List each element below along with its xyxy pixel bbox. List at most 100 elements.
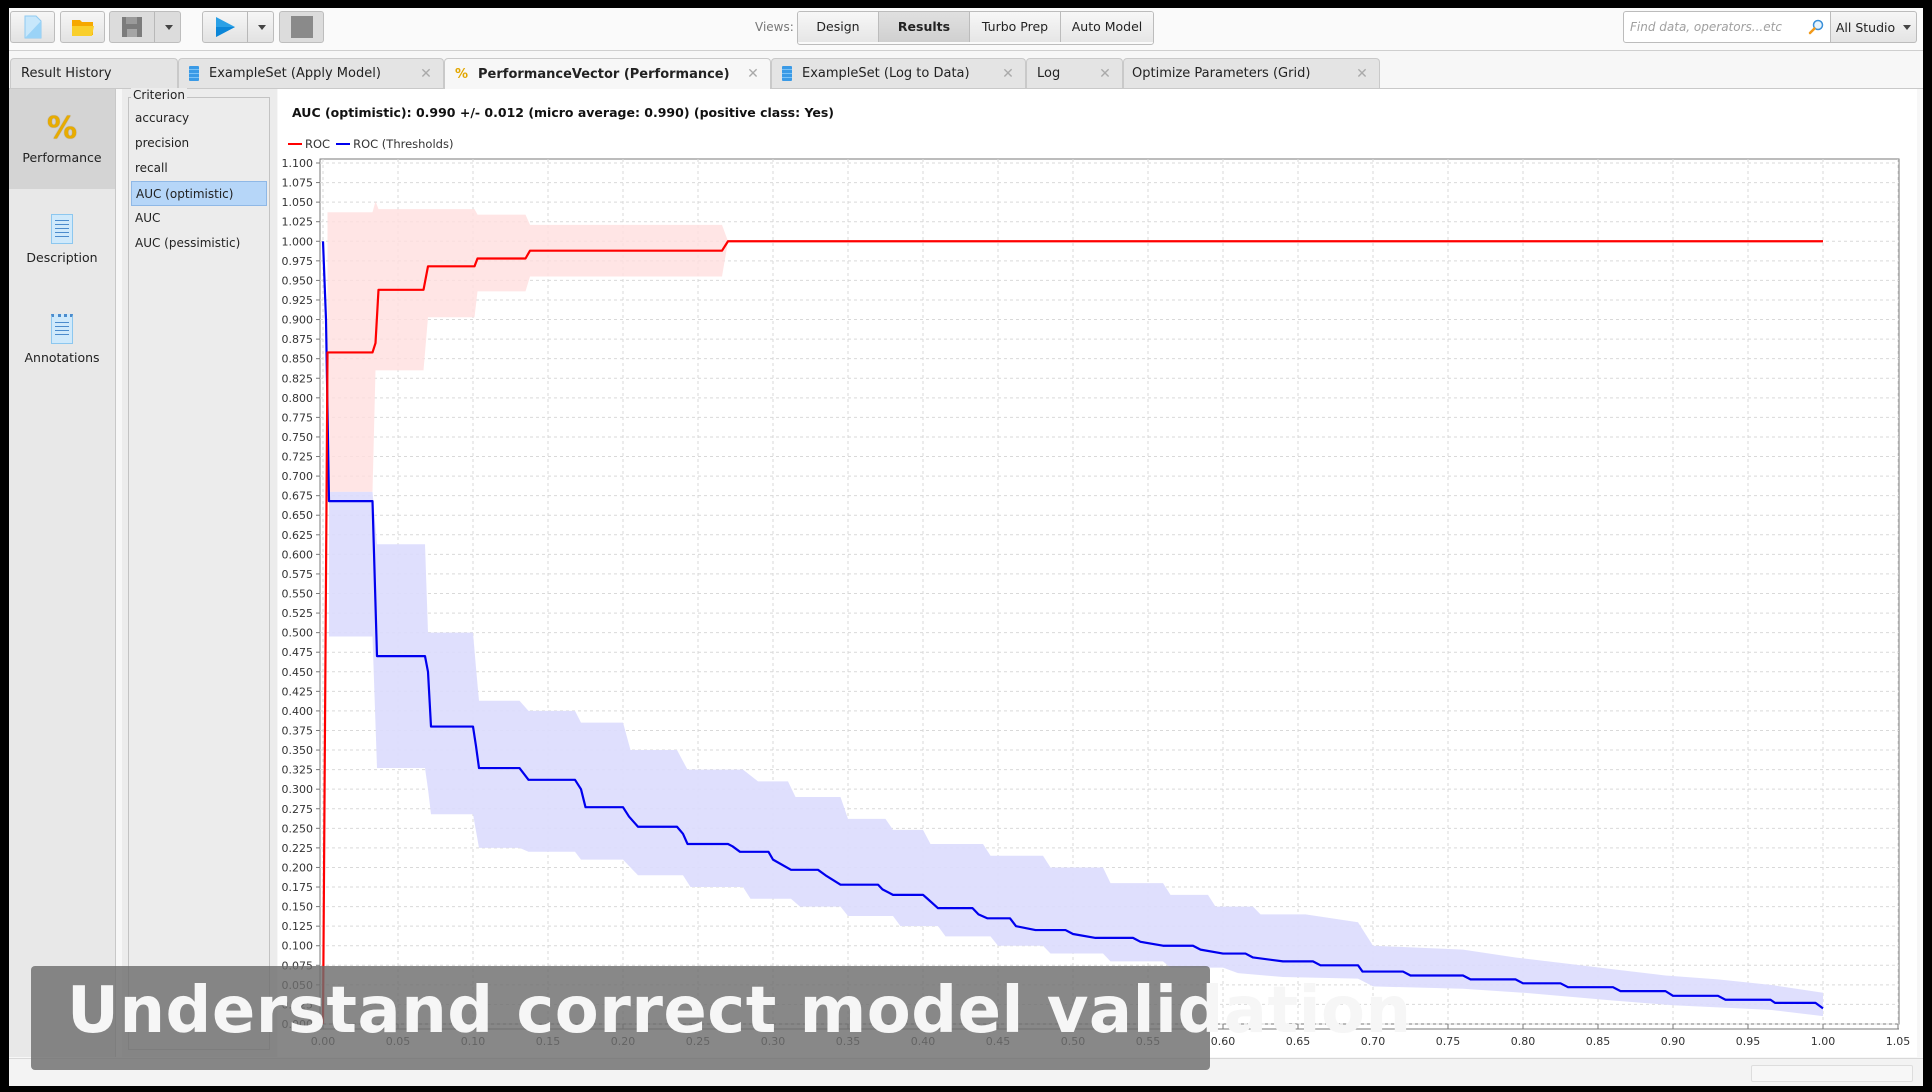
svg-text:0.650: 0.650	[282, 509, 314, 522]
svg-text:0.925: 0.925	[282, 294, 314, 307]
search-scope-dropdown[interactable]: All Studio	[1831, 11, 1917, 43]
svg-text:0.675: 0.675	[282, 490, 314, 503]
svg-text:1.05: 1.05	[1886, 1035, 1911, 1048]
legend-swatch-roc	[288, 143, 302, 145]
svg-text:0.475: 0.475	[282, 646, 314, 659]
views-switcher: Design Results Turbo Prep Auto Model	[797, 11, 1154, 45]
legend-label-roc: ROC	[305, 137, 331, 151]
nav-description[interactable]: Description	[9, 189, 115, 289]
caption-text: Understand correct model validation	[67, 974, 1412, 1048]
svg-text:0.85: 0.85	[1586, 1035, 1611, 1048]
tab-optimize-parameters[interactable]: Optimize Parameters (Grid) ✕	[1123, 58, 1380, 88]
chart-title: AUC (optimistic): 0.990 +/- 0.012 (micro…	[292, 105, 834, 120]
nav-annotations[interactable]: Annotations	[9, 289, 115, 389]
svg-text:0.70: 0.70	[1361, 1035, 1386, 1048]
search-scope-label: All Studio	[1835, 19, 1896, 35]
svg-text:0.250: 0.250	[282, 822, 314, 835]
tab-exampleset-log-to-data[interactable]: ExampleSet (Log to Data) ✕	[771, 58, 1026, 88]
global-search	[1623, 11, 1831, 43]
legend-label-thresholds: ROC (Thresholds)	[353, 137, 454, 151]
save-process-button[interactable]	[109, 11, 181, 43]
notepad-icon	[51, 313, 73, 344]
view-turbo-prep-button[interactable]: Turbo Prep	[970, 12, 1061, 42]
criterion-item-precision[interactable]: precision	[135, 136, 190, 150]
new-file-icon	[24, 15, 41, 39]
criterion-legend: Criterion	[131, 88, 187, 102]
result-tabs: Result History ExampleSet (Apply Model) …	[9, 58, 1923, 89]
close-icon[interactable]: ✕	[1002, 65, 1014, 82]
result-view-nav: % Performance Description Annotations	[9, 89, 116, 1057]
tab-label: ExampleSet (Apply Model)	[209, 66, 381, 81]
svg-text:0.275: 0.275	[282, 803, 314, 816]
status-progress	[1751, 1065, 1913, 1082]
tab-performancevector[interactable]: % PerformanceVector (Performance) ✕	[444, 58, 771, 89]
close-icon[interactable]: ✕	[1356, 65, 1368, 82]
close-icon[interactable]: ✕	[420, 65, 432, 82]
view-results-button[interactable]: Results	[879, 12, 970, 42]
svg-text:0.60: 0.60	[1211, 1035, 1236, 1048]
tab-result-history[interactable]: Result History	[10, 58, 178, 88]
tab-log[interactable]: Log ✕	[1026, 58, 1123, 88]
view-auto-model-button[interactable]: Auto Model	[1061, 12, 1153, 42]
tab-label: Result History	[21, 66, 112, 81]
criterion-item-auc[interactable]: AUC	[135, 211, 161, 225]
svg-text:0.150: 0.150	[282, 901, 314, 914]
chevron-down-icon[interactable]	[165, 25, 173, 30]
svg-text:0.700: 0.700	[282, 470, 314, 483]
svg-text:0.175: 0.175	[282, 881, 314, 894]
svg-text:0.950: 0.950	[282, 274, 314, 287]
svg-text:0.525: 0.525	[282, 607, 314, 620]
svg-text:0.400: 0.400	[282, 705, 314, 718]
dataset-icon	[189, 66, 199, 81]
svg-text:0.450: 0.450	[282, 666, 314, 679]
new-process-button[interactable]	[10, 11, 55, 43]
svg-text:0.775: 0.775	[282, 411, 314, 424]
close-icon[interactable]: ✕	[1099, 65, 1111, 82]
svg-text:0.600: 0.600	[282, 548, 314, 561]
nav-performance[interactable]: % Performance	[9, 89, 115, 189]
view-design-button[interactable]: Design	[798, 12, 879, 42]
criterion-item-recall[interactable]: recall	[135, 161, 168, 175]
close-icon[interactable]: ✕	[747, 66, 759, 82]
criterion-item-auc-optimistic[interactable]: AUC (optimistic)	[131, 181, 267, 206]
nav-label: Description	[26, 249, 98, 265]
tab-label: PerformanceVector (Performance)	[478, 66, 730, 82]
play-icon	[216, 17, 235, 37]
search-icon[interactable]	[1808, 19, 1824, 35]
open-process-button[interactable]	[60, 11, 105, 43]
svg-text:0.625: 0.625	[282, 529, 314, 542]
svg-text:0.725: 0.725	[282, 451, 314, 464]
svg-text:0.375: 0.375	[282, 724, 314, 737]
svg-text:0.90: 0.90	[1661, 1035, 1686, 1048]
tab-exampleset-apply-model[interactable]: ExampleSet (Apply Model) ✕	[178, 58, 444, 88]
svg-text:0.65: 0.65	[1286, 1035, 1311, 1048]
document-icon	[51, 213, 73, 244]
dataset-icon	[782, 66, 792, 81]
main-toolbar: Views: Design Results Turbo Prep Auto Mo…	[9, 8, 1923, 51]
criterion-item-auc-pessimistic[interactable]: AUC (pessimistic)	[135, 236, 241, 250]
roc-chart[interactable]: 0.0000.0250.0500.0750.1000.1250.1500.175…	[278, 89, 1917, 1057]
floppy-disk-icon	[122, 17, 142, 37]
views-label: Views:	[755, 20, 794, 34]
svg-text:0.750: 0.750	[282, 431, 314, 444]
svg-text:0.75: 0.75	[1436, 1035, 1461, 1048]
criterion-item-accuracy[interactable]: accuracy	[135, 111, 190, 125]
stop-process-button[interactable]	[279, 11, 324, 43]
stop-icon	[290, 16, 313, 38]
chevron-down-icon	[1903, 24, 1912, 30]
svg-text:1.000: 1.000	[282, 235, 314, 248]
svg-text:0.80: 0.80	[1511, 1035, 1536, 1048]
search-input[interactable]	[1628, 12, 1802, 42]
run-process-button[interactable]	[202, 11, 274, 43]
svg-text:0.125: 0.125	[282, 920, 314, 933]
svg-text:0.95: 0.95	[1736, 1035, 1761, 1048]
svg-text:1.050: 1.050	[282, 196, 314, 209]
svg-text:1.075: 1.075	[282, 177, 314, 190]
svg-text:0.875: 0.875	[282, 333, 314, 346]
svg-text:1.025: 1.025	[282, 216, 314, 229]
tab-label: ExampleSet (Log to Data)	[802, 66, 970, 81]
svg-text:0.425: 0.425	[282, 685, 314, 698]
svg-text:0.800: 0.800	[282, 392, 314, 405]
chevron-down-icon[interactable]	[258, 25, 266, 30]
svg-text:0.350: 0.350	[282, 744, 314, 757]
